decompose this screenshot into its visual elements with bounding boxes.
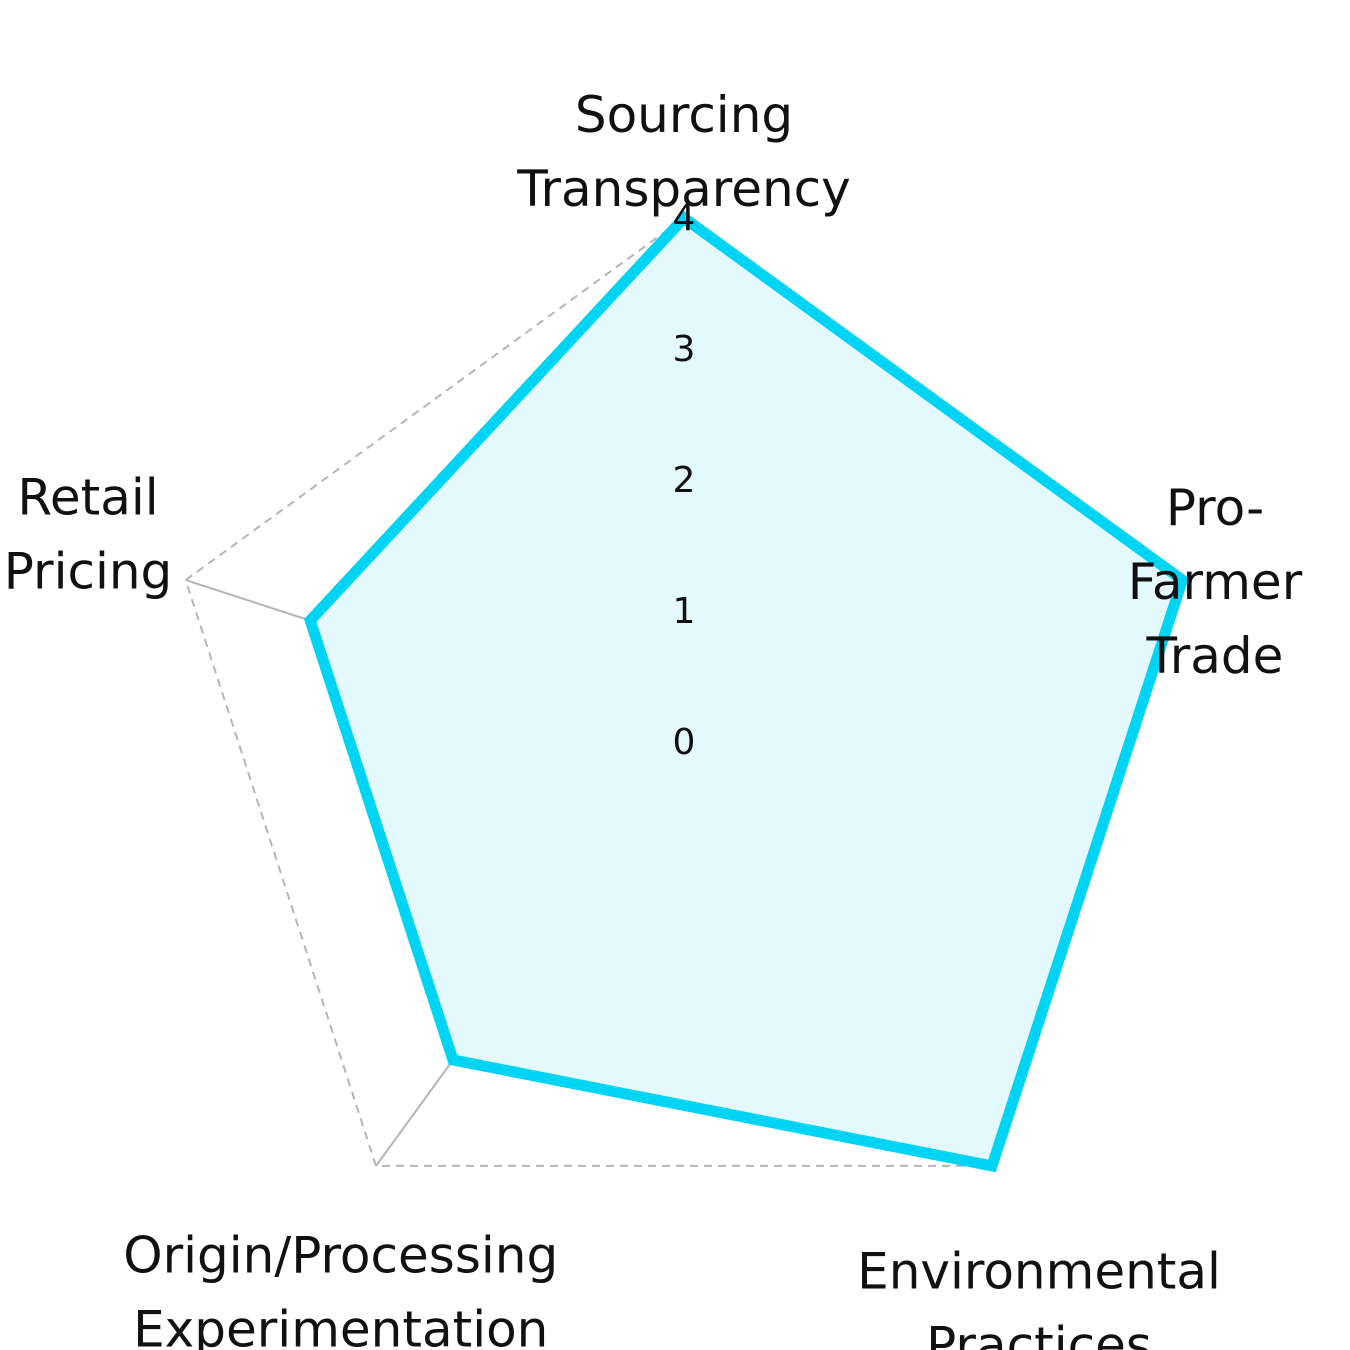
axis-labels: Sourcing Transparency Pro- Farmer Trade Envir… (4, 86, 1303, 1350)
axis-label-line: Farmer (1128, 553, 1303, 611)
radial-tick-label-2: 2 (673, 460, 696, 501)
radial-tick-label-3: 3 (673, 329, 696, 370)
radial-tick-label-0: 0 (673, 722, 696, 763)
radar-series (304, 210, 1189, 1173)
axis-label-4: Retail Pricing (4, 469, 173, 601)
grid-ring-4 (184, 216, 1184, 1167)
axis-label-line: Sourcing (575, 86, 793, 144)
axis-label-line: Pricing (4, 543, 173, 601)
axis-label-line: Practices (926, 1317, 1152, 1350)
axis-label-3: Origin/Processing Experimentation (123, 1226, 558, 1350)
axis-label-line: Trade (1146, 627, 1284, 685)
radial-tick-label-4: 4 (673, 198, 696, 239)
axis-label-0: Sourcing Transparency (516, 86, 851, 218)
radial-tick-label-1: 1 (673, 591, 696, 632)
series-area-0 (304, 210, 1189, 1173)
radial-tick-labels: 0 1 2 3 4 (673, 198, 696, 763)
axis-label-line: Experimentation (133, 1300, 548, 1350)
axis-label-line: Retail (17, 469, 158, 527)
axis-label-line: Environmental (857, 1243, 1221, 1301)
axis-label-line: Transparency (516, 160, 851, 218)
axis-label-line: Pro- (1166, 479, 1264, 537)
axis-label-2: Environmental Practices (857, 1243, 1221, 1350)
axis-label-1: Pro- Farmer Trade (1128, 479, 1303, 685)
axis-label-line: Origin/Processing (123, 1226, 558, 1284)
